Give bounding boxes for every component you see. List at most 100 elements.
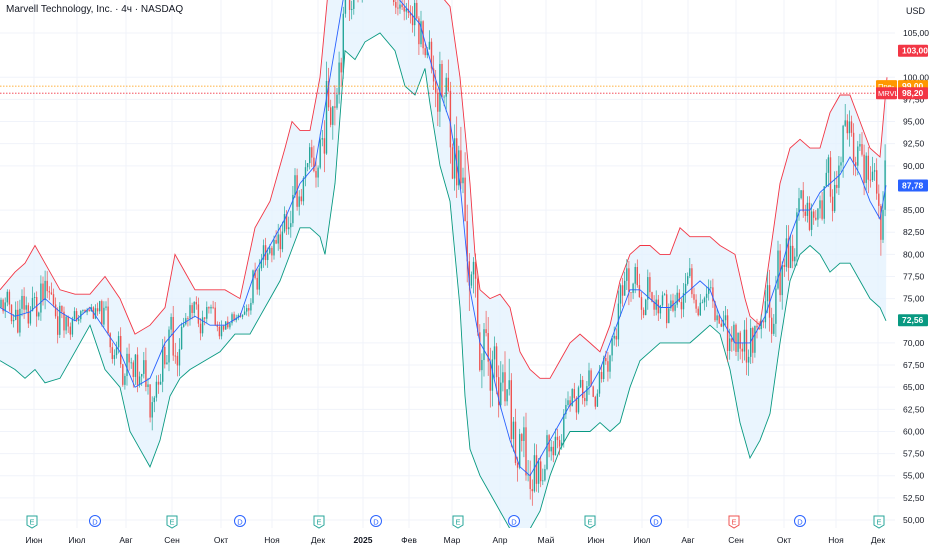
candle-body	[487, 333, 489, 362]
candle-body	[441, 63, 443, 98]
candle-body	[57, 316, 59, 335]
candle-body	[243, 311, 246, 315]
candle-body	[75, 311, 78, 321]
candle-body	[781, 265, 783, 296]
candle-body	[199, 323, 202, 334]
candle-body	[632, 283, 634, 293]
dividend-marker: D	[650, 515, 662, 527]
candle-body	[878, 193, 880, 206]
event-glyph: E	[316, 518, 321, 527]
candle-body	[103, 307, 105, 325]
candle-body	[485, 329, 487, 334]
candle-body	[210, 306, 212, 309]
candle-body	[611, 338, 613, 356]
candle-body	[283, 214, 286, 232]
candle-body	[817, 208, 819, 220]
time-axis[interactable]: Июн Июл Авг Сен Окт Ноя Дек 2025 Фев Мар Апр Май Июн…	[0, 528, 895, 550]
candle-body	[38, 312, 40, 317]
candle-body	[871, 171, 874, 181]
candle-body	[502, 372, 504, 383]
candle-body	[216, 324, 218, 327]
candle-body	[27, 305, 29, 324]
candle-body	[71, 319, 74, 335]
price-badge-bg	[898, 44, 928, 57]
candle-body	[145, 360, 147, 387]
bollinger-lower-line	[0, 32, 887, 534]
candle-body	[96, 308, 99, 312]
candle-body	[588, 370, 590, 387]
candle-body	[353, 0, 355, 9]
candle-body	[735, 324, 737, 352]
candle-body	[516, 462, 519, 468]
candle-body	[558, 440, 561, 447]
time-tick-label: Июн	[25, 535, 42, 545]
currency-label[interactable]: USD	[906, 6, 926, 16]
candle-body	[306, 163, 309, 168]
candle-body	[544, 469, 546, 481]
candle-body	[332, 106, 334, 125]
candle-body	[519, 434, 521, 468]
candle-body	[481, 360, 483, 371]
candle-body	[409, 12, 412, 16]
candle-body	[23, 295, 25, 310]
candle-body	[880, 205, 882, 240]
time-tick-label: Дек	[871, 535, 885, 545]
price-tick-label: 85,00	[903, 205, 925, 215]
candle-body	[798, 198, 800, 213]
dividend-icon	[234, 515, 246, 527]
candle-body	[147, 384, 149, 387]
candle-body	[844, 120, 846, 126]
candle-body	[342, 13, 344, 73]
candle-body	[756, 325, 758, 328]
candle-body	[130, 362, 132, 364]
candle-body	[197, 304, 200, 324]
candle-body	[722, 320, 725, 327]
candle-body	[256, 277, 258, 290]
candle-body	[468, 261, 470, 286]
candle-body	[718, 315, 720, 324]
candle-body	[729, 338, 731, 351]
time-tick-label: Сен	[164, 535, 180, 545]
candle-body	[521, 434, 523, 441]
event-glyph: E	[169, 518, 174, 527]
candle-body	[651, 292, 653, 302]
event-glyph: D	[237, 518, 243, 527]
candle-body	[15, 309, 17, 320]
candle-body	[504, 372, 506, 402]
candle-body	[2, 299, 4, 312]
price-tick-label: 97,50	[903, 94, 925, 104]
candle-body	[317, 167, 319, 178]
time-tick-label: Фев	[401, 535, 417, 545]
candle-body	[101, 301, 103, 325]
candle-body	[138, 376, 141, 385]
candle-body	[678, 292, 680, 302]
candle-body	[561, 442, 563, 447]
candle-body	[86, 309, 88, 313]
candle-body	[157, 381, 160, 385]
candle-body	[477, 278, 479, 333]
candle-body	[12, 319, 15, 322]
candle-body	[884, 160, 886, 210]
dividend-icon	[508, 515, 520, 527]
candle-body	[315, 171, 317, 178]
candle-body	[787, 238, 790, 268]
candle-body	[19, 308, 21, 333]
dividend-icon	[794, 515, 806, 527]
candle-body	[701, 302, 704, 304]
candle-body	[63, 311, 65, 331]
candle-body	[414, 2, 416, 26]
candle-body	[31, 297, 34, 312]
candle-body	[88, 309, 90, 312]
dividend-marker: D	[89, 515, 101, 527]
time-tick-label: Окт	[214, 535, 228, 545]
candle-body	[697, 308, 699, 316]
candle-body	[451, 147, 454, 179]
price-axis[interactable]: 105,00 100,00 97,50 95,00 92,50 90,00 85,00 82,…	[876, 0, 932, 550]
candle-body	[674, 304, 676, 311]
candle-body	[17, 309, 19, 333]
price-tick-label: 80,00	[903, 249, 925, 259]
candle-body	[327, 80, 330, 108]
candle-body	[273, 240, 275, 256]
candle-body	[241, 314, 244, 317]
